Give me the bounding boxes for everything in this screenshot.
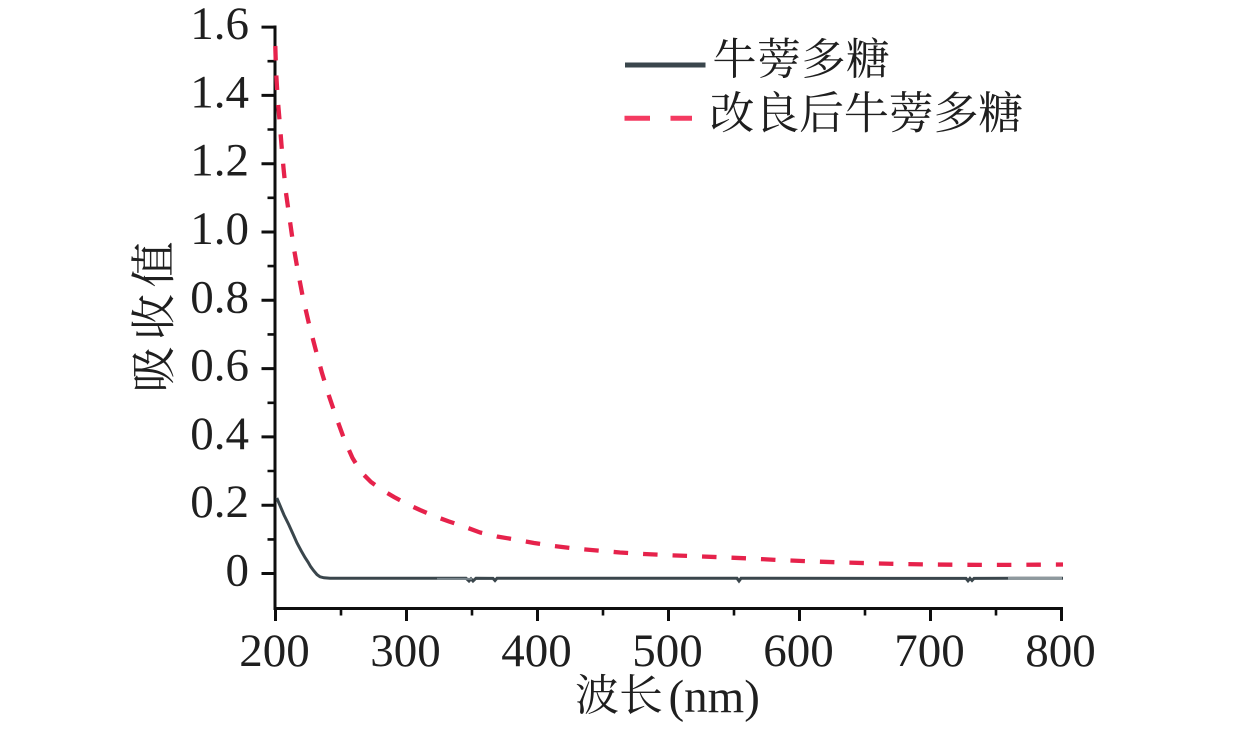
svg-text:700: 700 (894, 625, 965, 677)
svg-text:1.4: 1.4 (190, 66, 249, 118)
svg-text:1.2: 1.2 (190, 135, 249, 187)
svg-text:0.2: 0.2 (190, 476, 249, 528)
svg-text:300: 300 (370, 625, 441, 677)
svg-text:500: 500 (632, 625, 703, 677)
svg-text:0.6: 0.6 (190, 340, 249, 392)
svg-text:1.6: 1.6 (190, 0, 249, 50)
svg-text:(nm): (nm) (669, 671, 760, 723)
svg-text:0.8: 0.8 (190, 271, 249, 323)
svg-text:200: 200 (239, 625, 310, 677)
svg-text:1.0: 1.0 (190, 203, 249, 255)
svg-text:400: 400 (501, 625, 572, 677)
svg-text:600: 600 (763, 625, 834, 677)
svg-text:0.4: 0.4 (190, 408, 249, 460)
svg-text:0: 0 (226, 545, 250, 597)
svg-text:800: 800 (1025, 625, 1096, 677)
